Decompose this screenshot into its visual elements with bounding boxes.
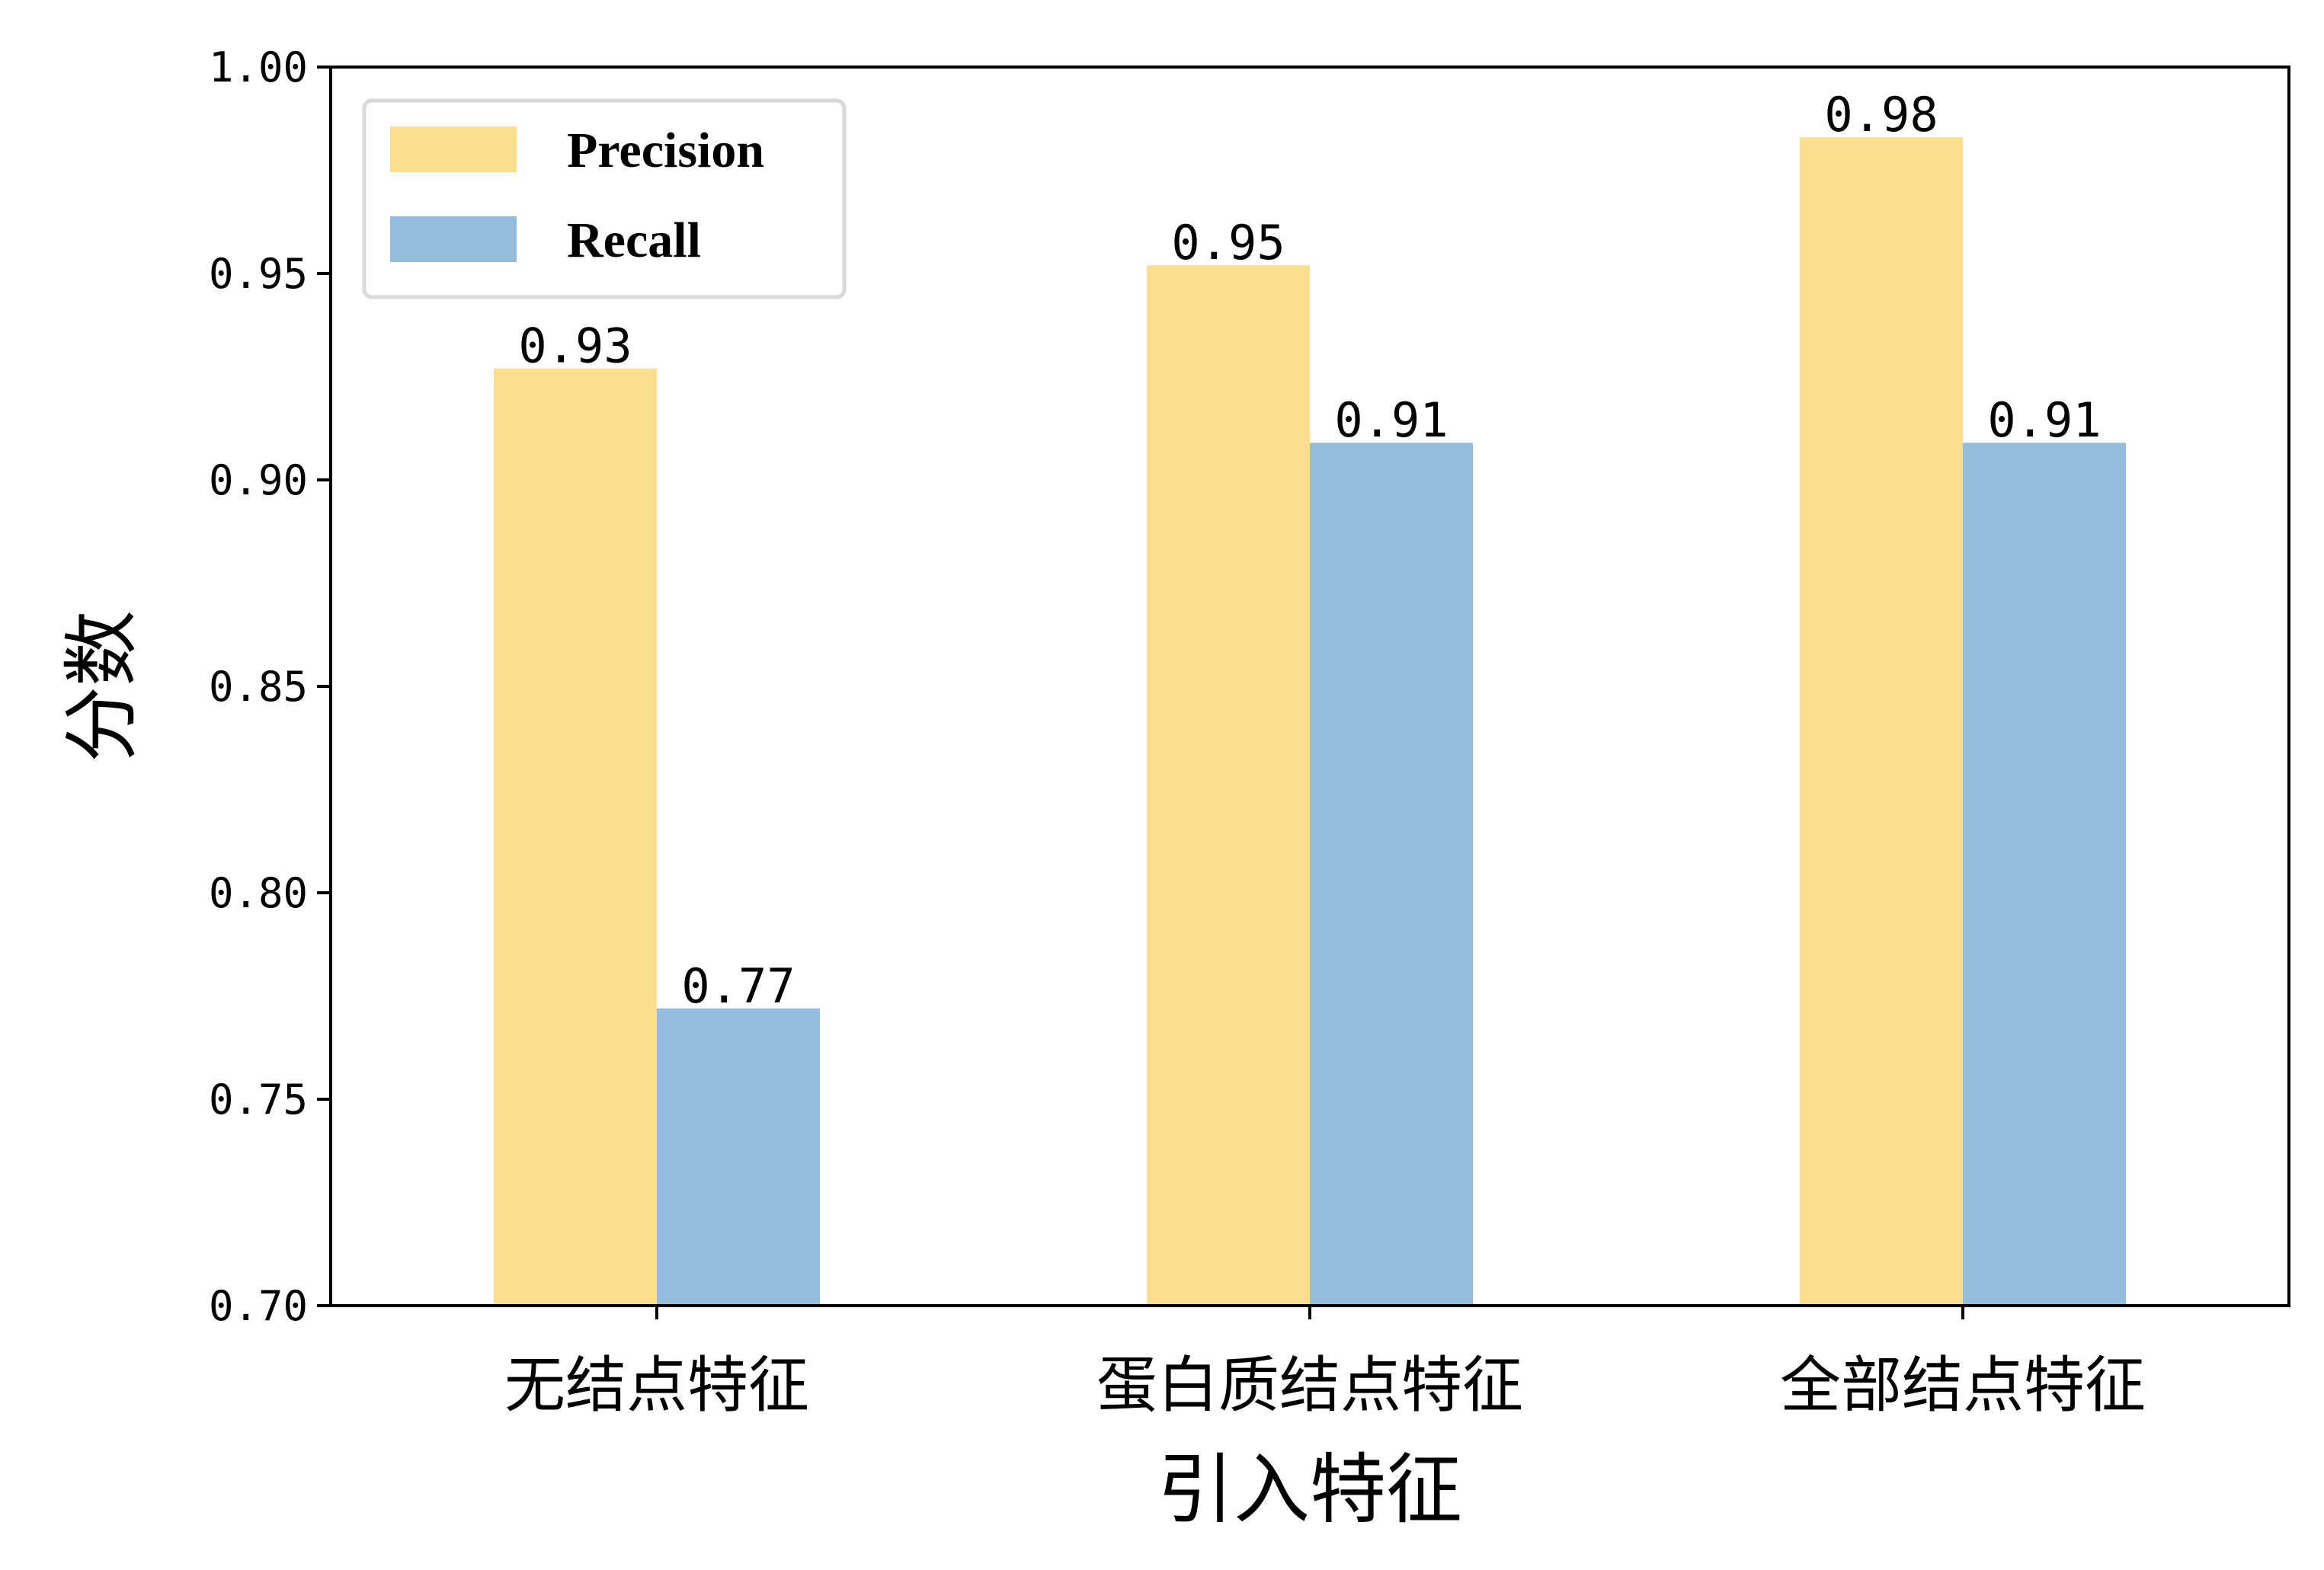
x-tick-label-2: 蛋白质结点特征 [1096, 1350, 1523, 1421]
legend-swatch-precision [390, 126, 517, 172]
bar-precision-3 [1800, 137, 1963, 1306]
value-label-recall-2: 0.91 [1334, 392, 1448, 448]
bar-recall-2 [1310, 443, 1473, 1306]
legend-label-recall: Recall [567, 213, 701, 268]
bar-precision-2 [1147, 265, 1310, 1306]
value-label-recall-3: 0.91 [1987, 392, 2101, 448]
legend: Precision Recall [364, 101, 844, 297]
y-tick-label: 0.75 [209, 1076, 308, 1124]
y-tick-label: 0.90 [209, 456, 308, 504]
value-label-precision-2: 0.95 [1171, 215, 1285, 270]
x-tick-label-3: 全部结点特征 [1780, 1350, 2146, 1421]
value-label-precision-1: 0.93 [518, 318, 632, 374]
value-label-precision-3: 0.98 [1824, 87, 1938, 142]
legend-swatch-recall [390, 216, 517, 262]
y-tick-label: 0.85 [209, 663, 308, 711]
y-tick-label: 0.95 [209, 250, 308, 298]
x-tick-label-1: 无结点特征 [504, 1350, 809, 1421]
bar-precision-1 [494, 369, 657, 1306]
y-tick-label: 0.70 [209, 1282, 308, 1330]
y-tick-label: 0.80 [209, 869, 308, 917]
x-axis-title: 引入特征 [1157, 1445, 1462, 1534]
value-label-recall-1: 0.77 [681, 958, 795, 1014]
bar-recall-1 [657, 1009, 820, 1306]
y-tick-label: 1.00 [209, 43, 308, 91]
y-axis-title: 分数 [57, 610, 146, 763]
bar-recall-3 [1963, 443, 2126, 1306]
legend-label-precision: Precision [567, 123, 764, 178]
